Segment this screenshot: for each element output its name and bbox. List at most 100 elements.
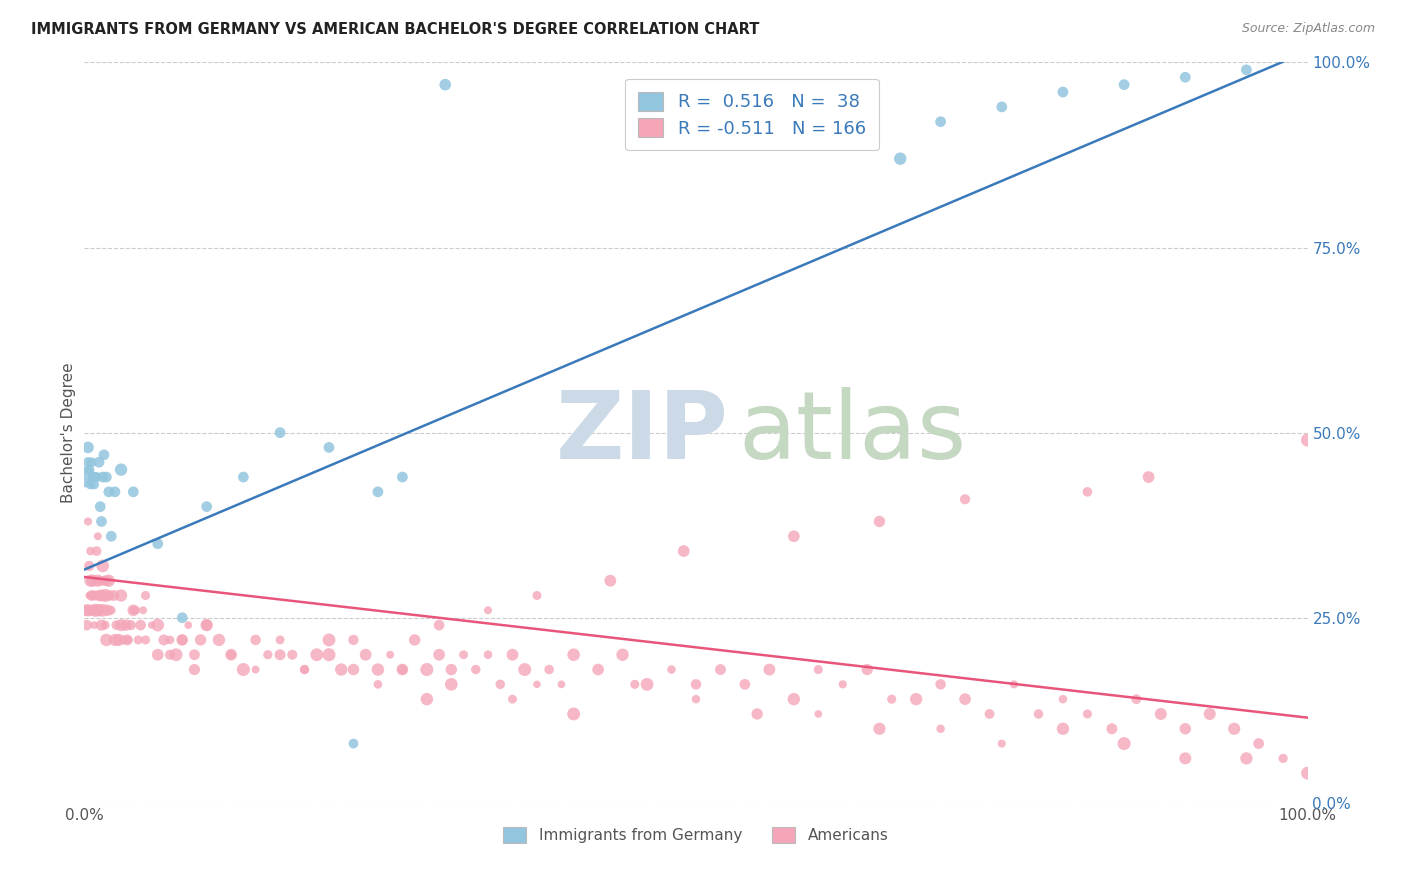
Point (135, 589, 157, 603)
Point (489, 677, 512, 691)
Point (502, 648, 524, 662)
Point (434, 78, 457, 92)
Point (75, 470, 97, 484)
Point (905, 692, 928, 706)
Point (82, 589, 104, 603)
Point (953, 692, 976, 706)
Text: Source: ZipAtlas.com: Source: ZipAtlas.com (1241, 22, 1375, 36)
Point (538, 663, 561, 677)
Point (1114, 78, 1136, 92)
Point (183, 648, 205, 662)
Point (91, 558, 114, 573)
Point (245, 663, 267, 677)
Point (526, 677, 548, 691)
Point (1174, 722, 1197, 736)
Point (87, 529, 110, 543)
Point (991, 737, 1014, 751)
Point (1052, 692, 1074, 706)
Point (342, 632, 364, 647)
Point (257, 648, 280, 662)
Point (391, 663, 413, 677)
Point (87, 603, 110, 617)
Point (318, 441, 340, 455)
Point (1296, 433, 1319, 447)
Point (477, 648, 499, 662)
Point (453, 648, 475, 662)
Point (1174, 70, 1197, 85)
Point (747, 706, 769, 721)
Point (79, 477, 101, 491)
Point (77, 441, 100, 455)
Point (1076, 706, 1098, 721)
Point (100, 603, 122, 617)
Point (318, 648, 340, 662)
Point (75, 603, 97, 617)
Point (97, 589, 120, 603)
Point (165, 648, 187, 662)
Point (807, 706, 830, 721)
Point (100, 529, 122, 543)
Point (97, 603, 120, 617)
Point (159, 632, 181, 647)
Point (831, 677, 853, 691)
Point (1052, 722, 1074, 736)
Point (991, 100, 1014, 114)
Point (1137, 470, 1160, 484)
Point (172, 632, 194, 647)
Point (367, 677, 389, 691)
Point (1101, 722, 1123, 736)
Point (110, 462, 132, 476)
Point (929, 677, 952, 691)
Point (84, 603, 107, 617)
Point (97, 484, 120, 499)
Point (1236, 62, 1258, 77)
Text: IMMIGRANTS FROM GERMANY VS AMERICAN BACHELOR'S DEGREE CORRELATION CHART: IMMIGRANTS FROM GERMANY VS AMERICAN BACH… (31, 22, 759, 37)
Point (416, 663, 439, 677)
Point (953, 492, 976, 507)
Point (783, 692, 806, 706)
Point (87, 574, 110, 588)
Point (502, 692, 524, 706)
Point (91, 603, 114, 617)
Point (83, 603, 105, 617)
Point (91, 470, 114, 484)
Point (84, 470, 107, 484)
Point (90, 515, 112, 529)
Point (685, 692, 707, 706)
Point (107, 632, 129, 647)
Point (464, 663, 486, 677)
Point (367, 484, 389, 499)
Point (391, 663, 413, 677)
Point (94, 589, 117, 603)
Point (87, 603, 110, 617)
Point (80, 603, 103, 617)
Point (103, 589, 125, 603)
Point (1052, 85, 1074, 99)
Point (219, 648, 242, 662)
Point (269, 632, 291, 647)
Point (1028, 706, 1050, 721)
Point (79, 574, 101, 588)
Point (586, 663, 609, 677)
Y-axis label: Bachelor's Degree: Bachelor's Degree (60, 362, 76, 503)
Point (76, 618, 98, 632)
Point (562, 648, 585, 662)
Point (1272, 751, 1295, 765)
Point (624, 677, 647, 691)
Point (367, 663, 389, 677)
Point (159, 648, 181, 662)
Point (636, 677, 658, 691)
Point (1125, 692, 1147, 706)
Point (1223, 722, 1246, 736)
Point (281, 648, 304, 662)
Point (89, 574, 111, 588)
Point (1236, 751, 1258, 765)
Point (318, 632, 340, 647)
Point (190, 632, 212, 647)
Point (112, 632, 135, 647)
Point (305, 648, 328, 662)
Point (177, 618, 200, 632)
Point (146, 648, 169, 662)
Point (89, 500, 111, 514)
Point (127, 632, 149, 647)
